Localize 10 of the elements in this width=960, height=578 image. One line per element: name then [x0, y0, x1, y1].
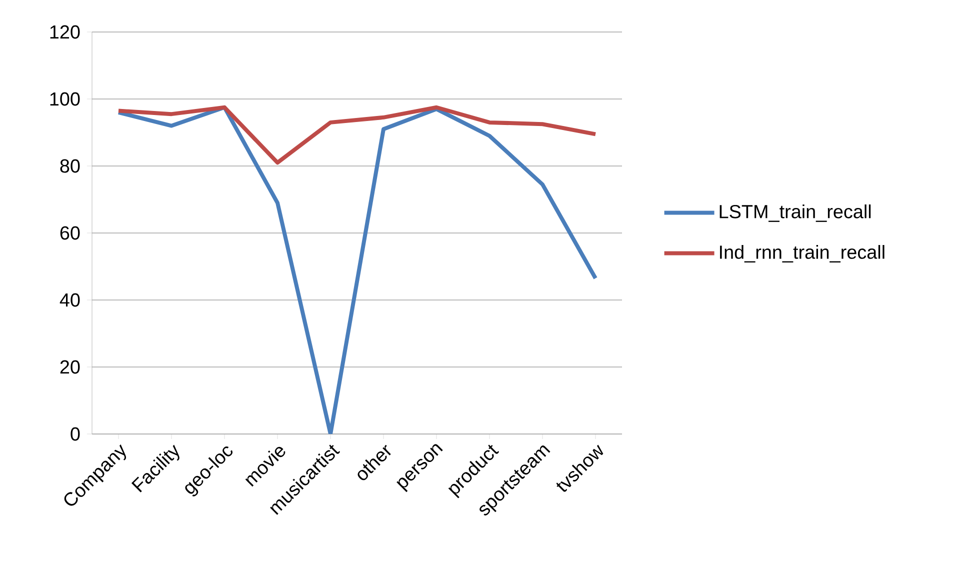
- y-tick-label: 60: [60, 226, 80, 240]
- y-tick-label: 0: [70, 427, 80, 441]
- y-tick-label: 80: [60, 159, 80, 173]
- y-tick-label: 40: [60, 293, 80, 307]
- line-series: [116, 105, 598, 165]
- legend-label: LSTM_train_recall: [720, 204, 871, 222]
- legend-label: Ind_rnn_train_recall: [720, 244, 884, 262]
- y-tick-label: 100: [50, 92, 80, 106]
- y-tick-label: 120: [50, 25, 80, 39]
- y-tick-label: 20: [60, 360, 80, 374]
